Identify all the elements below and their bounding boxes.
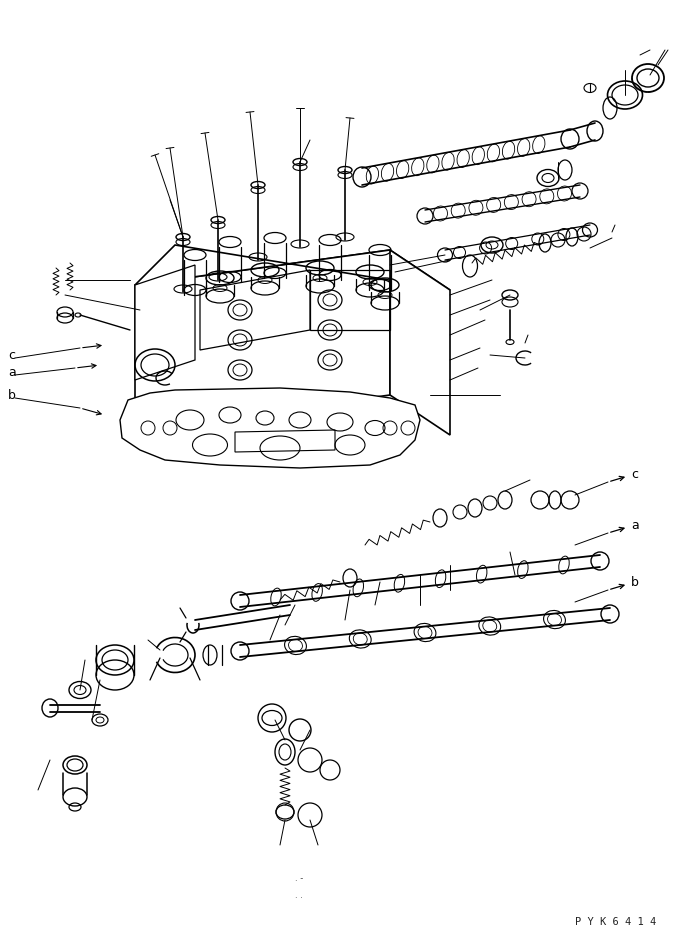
Text: c: c <box>631 467 638 480</box>
Polygon shape <box>135 250 390 430</box>
Text: a: a <box>631 519 639 532</box>
Polygon shape <box>135 265 195 380</box>
Polygon shape <box>135 245 450 290</box>
Text: a: a <box>8 366 16 379</box>
Text: b: b <box>631 576 639 588</box>
Text: . -: . - <box>295 873 303 883</box>
Polygon shape <box>390 250 450 435</box>
Text: . .: . . <box>295 890 303 900</box>
Text: c: c <box>8 349 15 361</box>
Text: P Y K 6 4 1 4: P Y K 6 4 1 4 <box>575 917 656 927</box>
Polygon shape <box>120 388 420 468</box>
Text: b: b <box>8 388 16 401</box>
